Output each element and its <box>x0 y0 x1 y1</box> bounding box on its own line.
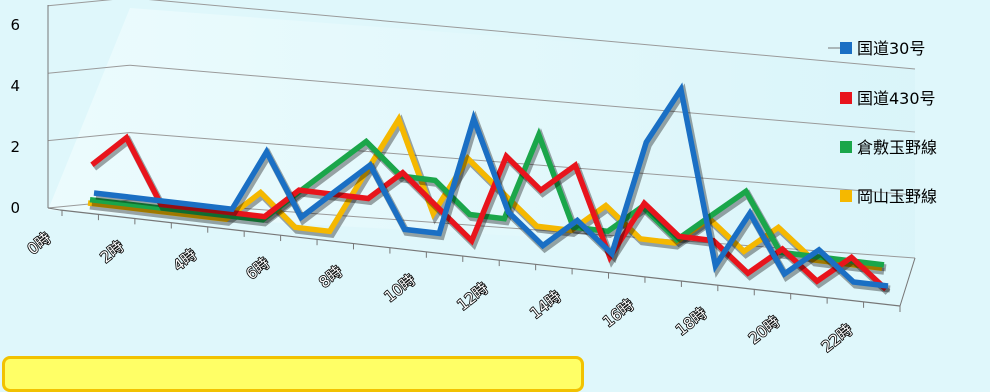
legend-label-2: 倉敷玉野線 <box>857 138 937 157</box>
gridline-side-6 <box>48 0 130 6</box>
chart: 0 2 4 6 0時 2時 4時 6時 8時 10時 12時 14時 16時 18時 20時 22時 国道3… <box>0 0 990 369</box>
x-tick-label: 10時 <box>381 271 419 306</box>
x-tick-label: 0時 <box>24 229 54 258</box>
legend-label-1: 国道430号 <box>857 89 936 108</box>
note-box <box>2 356 584 392</box>
legend-label-0: 国道30号 <box>857 39 925 58</box>
x-tick-label: 6時 <box>243 254 273 283</box>
x-tick-label: 16時 <box>599 296 637 331</box>
x-tick-label: 8時 <box>316 262 346 291</box>
legend-label-3: 岡山玉野線 <box>857 187 937 206</box>
y-tick-label: 6 <box>10 16 20 34</box>
legend-swatch-2 <box>840 141 852 153</box>
x-tick-label: 18時 <box>672 304 710 339</box>
y-tick-label: 2 <box>10 138 20 156</box>
x-tick-label: 2時 <box>97 237 127 266</box>
y-axis-ticks: 0 2 4 6 <box>10 16 20 217</box>
x-tick-label: 14時 <box>527 287 565 322</box>
legend-swatch-0 <box>840 42 852 54</box>
legend-swatch-1 <box>840 92 852 104</box>
x-tick-label: 12時 <box>454 279 492 314</box>
y-tick-label: 4 <box>10 77 20 95</box>
legend-swatch-3 <box>840 190 852 202</box>
x-tick-label: 4時 <box>170 246 200 275</box>
x-tick-label: 22時 <box>818 321 856 356</box>
floor-right-edge <box>900 258 915 306</box>
y-tick-label: 0 <box>10 199 20 217</box>
x-tick-label: 20時 <box>745 312 783 347</box>
